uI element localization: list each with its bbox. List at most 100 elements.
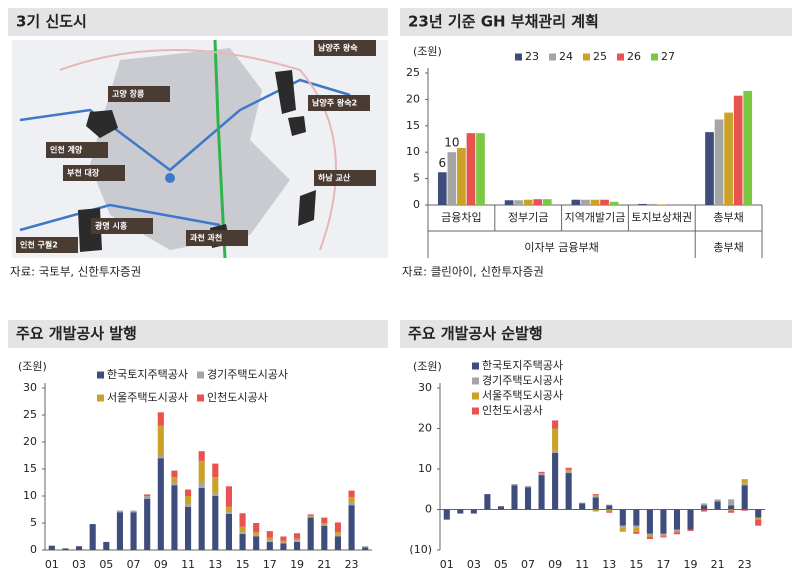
bar-segment: [660, 533, 667, 536]
bar-segment: [321, 523, 328, 525]
map-label: 인천 구월2: [20, 240, 58, 250]
bar-segment: [633, 527, 640, 532]
legend-label: 서울주택도시공사: [107, 391, 188, 404]
panel-header: [400, 8, 792, 36]
y-tick-label: (10): [409, 543, 432, 556]
legend-swatch: [97, 394, 104, 402]
x-tick-label: 21: [317, 558, 331, 571]
bar-segment: [321, 517, 328, 523]
y-tick-label: 25: [406, 66, 420, 79]
bar-segment: [592, 509, 599, 512]
x-tick-label: 토지보상채권: [631, 211, 692, 224]
x-tick-label: 15: [629, 558, 643, 571]
bar-segment: [592, 497, 599, 510]
bar-segment: [552, 428, 559, 451]
y-tick-label: 0: [425, 503, 432, 516]
bar-segment: [633, 509, 640, 526]
legend-swatch: [583, 53, 590, 61]
bar-segment: [184, 489, 192, 496]
bar-segment: [157, 455, 164, 459]
bar-segment: [606, 505, 613, 510]
bar-segment: [673, 530, 681, 533]
x-tick-label: 13: [208, 558, 222, 571]
y-tick-label: 0: [413, 198, 420, 211]
bar-segment: [130, 510, 137, 513]
map-label: 광명 시흥: [95, 221, 128, 231]
map-area: [288, 116, 306, 136]
bar-segment: [646, 537, 653, 540]
y-axis-label: (조원): [413, 45, 442, 58]
bar-segment: [443, 509, 450, 520]
legend-swatch: [472, 407, 479, 415]
bar-segment: [552, 420, 559, 429]
x-tick-label: 07: [127, 558, 141, 571]
bar: [457, 147, 466, 205]
legend-label: 경기주택도시공사: [207, 368, 288, 381]
bar-segment: [619, 525, 626, 528]
map-label: 인천 계양: [50, 145, 83, 155]
map-label-box: [108, 86, 170, 102]
bar-segment: [646, 509, 653, 534]
bar-segment: [741, 483, 748, 486]
bar-segment: [171, 477, 178, 483]
data-label: 10: [444, 136, 459, 150]
y-tick-label: 5: [413, 172, 420, 185]
bar-segment: [660, 509, 667, 534]
panel-header: [8, 8, 388, 36]
x-tick-label: 01: [45, 558, 59, 571]
bar-segment: [293, 538, 301, 541]
x-tick-label: 지역개발기금: [565, 211, 626, 224]
bar-segment: [75, 546, 83, 550]
y-tick-label: 15: [406, 119, 420, 132]
bar-segment: [130, 512, 137, 550]
bar-segment: [565, 473, 572, 510]
bar-segment: [660, 536, 667, 538]
y-axis-label: (조원): [18, 360, 47, 373]
map-label: 과천 과천: [190, 233, 222, 243]
map-marker: [165, 173, 175, 183]
x-tick-label: 11: [575, 558, 589, 571]
bar-segment: [565, 471, 572, 474]
bar-segment: [239, 533, 246, 550]
bar-segment: [348, 502, 355, 506]
bar-segment: [606, 511, 613, 513]
legend-swatch: [197, 371, 204, 379]
bar-segment: [348, 490, 355, 498]
bar-segment: [741, 509, 748, 511]
bar: [590, 199, 600, 205]
bar-segment: [184, 506, 192, 550]
bar-segment: [239, 513, 246, 527]
bar-segment: [579, 503, 586, 510]
bar-segment: [348, 497, 355, 503]
bar-segment: [334, 536, 342, 550]
bar-segment: [646, 535, 653, 538]
bar: [571, 199, 581, 205]
bar-segment: [524, 487, 532, 510]
x-tick-label: 금융차입: [441, 211, 481, 224]
bar-segment: [321, 524, 328, 526]
bar-segment: [184, 496, 192, 505]
bar-segment: [687, 509, 694, 530]
bar: [733, 95, 743, 205]
bar-segment: [225, 513, 233, 550]
legend-swatch: [515, 53, 522, 61]
bar-segment: [225, 506, 233, 513]
y-tick-label: 20: [418, 422, 432, 435]
y-tick-label: 30: [418, 381, 432, 394]
bar-segment: [89, 524, 96, 550]
y-tick-label: 20: [406, 92, 420, 105]
legend-label: 경기주택도시공사: [482, 374, 563, 387]
legend-swatch: [472, 377, 479, 385]
bar-segment: [673, 529, 681, 531]
bar: [647, 203, 657, 205]
bar-segment: [212, 493, 219, 496]
bar-segment: [321, 525, 328, 550]
legend-label: 24: [559, 50, 573, 63]
bar-segment: [728, 505, 735, 510]
bar: [657, 204, 667, 205]
legend-label: 한국토지주택공사: [482, 359, 563, 372]
bar-segment: [253, 523, 260, 533]
bar-segment: [552, 452, 559, 510]
x-tick-label: 03: [467, 558, 481, 571]
